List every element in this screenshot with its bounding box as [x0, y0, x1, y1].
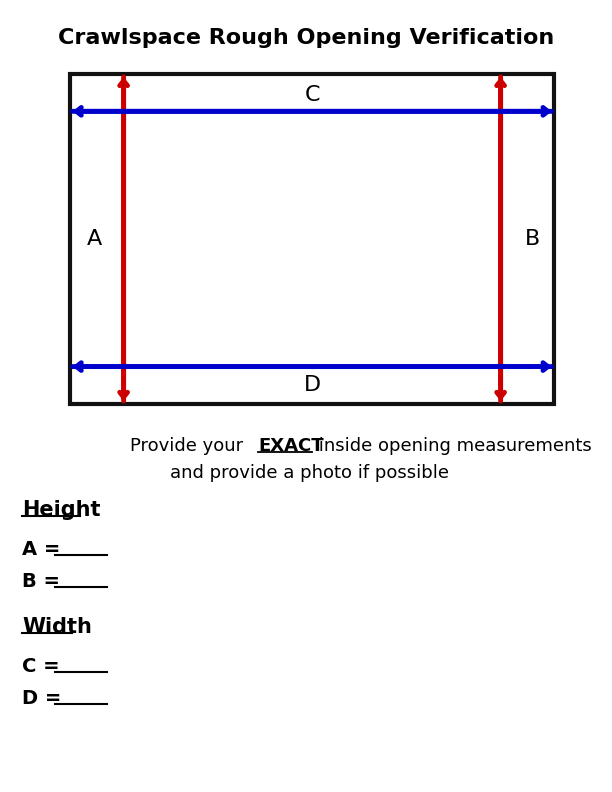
- Text: inside opening measurements: inside opening measurements: [313, 436, 592, 455]
- Text: EXACT: EXACT: [258, 436, 324, 455]
- Text: A =: A =: [22, 540, 67, 559]
- Text: A: A: [86, 229, 102, 249]
- Text: B: B: [525, 229, 540, 249]
- Text: Height: Height: [22, 500, 100, 520]
- Text: Width: Width: [22, 617, 92, 637]
- Text: Provide your: Provide your: [130, 436, 249, 455]
- Text: D =: D =: [22, 689, 68, 708]
- Text: D: D: [304, 375, 321, 395]
- Text: Crawlspace Rough Opening Verification: Crawlspace Rough Opening Verification: [58, 28, 554, 48]
- Text: C: C: [304, 86, 320, 105]
- Text: and provide a photo if possible: and provide a photo if possible: [170, 464, 449, 482]
- Text: C =: C =: [22, 657, 66, 676]
- Text: B =: B =: [22, 572, 67, 591]
